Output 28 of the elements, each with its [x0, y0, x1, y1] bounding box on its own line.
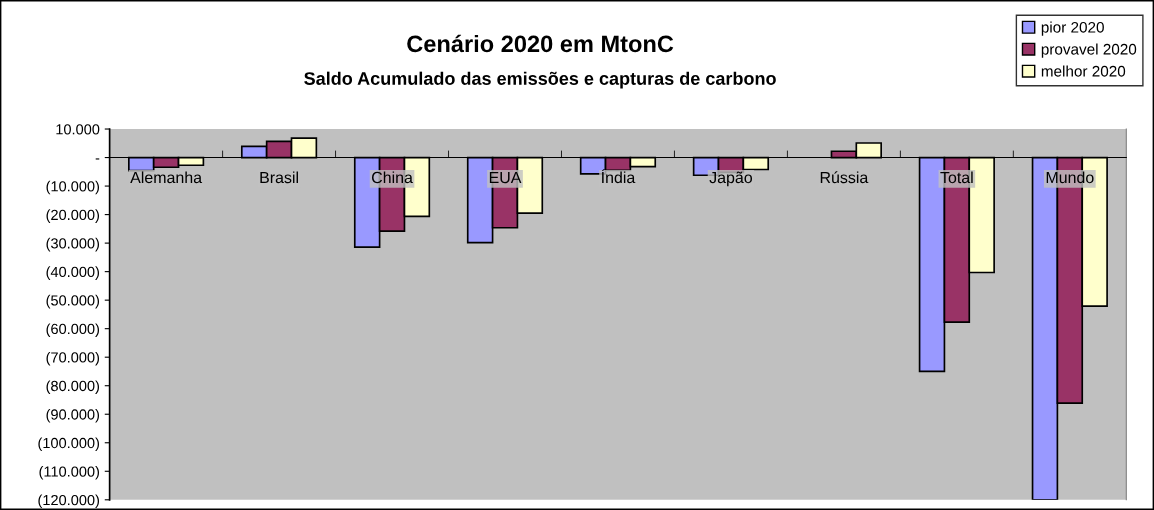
y-tick-label: (90.000) — [46, 408, 100, 423]
x-tick-label: Alemanha — [130, 171, 203, 184]
x-tick-label: Rússia — [820, 171, 869, 184]
y-tick-label: (10.000) — [46, 180, 100, 195]
chart-subtitle: Saldo Acumulado das emissões e capturas de carbono — [304, 71, 776, 89]
y-tick-label: 10.000 — [56, 124, 100, 135]
x-tick-label: Mundo — [1046, 171, 1094, 184]
x-tick-label: Total — [940, 171, 973, 184]
legend-label: provavel 2020 — [1041, 43, 1137, 58]
y-tick-label: (110.000) — [39, 465, 100, 480]
y-tick-label: (60.000) — [46, 323, 100, 337]
chart-title: Cenário 2020 em MtonC — [407, 34, 674, 53]
y-tick-label: (70.000) — [46, 351, 100, 366]
x-tick-label: Brasil — [260, 171, 298, 184]
y-tick-label: (120.000) — [38, 494, 100, 509]
legend-label: melhor 2020 — [1041, 65, 1126, 77]
y-tick-label: - — [95, 158, 100, 160]
x-tick-label: Índia — [601, 169, 636, 184]
x-tick-label: China — [371, 171, 413, 184]
y-tick-label: (20.000) — [46, 209, 100, 223]
y-tick-label: (30.000) — [46, 237, 100, 252]
y-tick-label: (80.000) — [46, 380, 100, 395]
y-tick-label: (40.000) — [46, 266, 100, 280]
y-tick-label: (50.000) — [46, 294, 100, 309]
legend-label: pior 2020 — [1041, 21, 1104, 36]
y-tick-label: (100.000) — [38, 437, 100, 452]
x-tick-label: EUA — [489, 172, 522, 184]
x-tick-label: Japão — [709, 171, 753, 187]
